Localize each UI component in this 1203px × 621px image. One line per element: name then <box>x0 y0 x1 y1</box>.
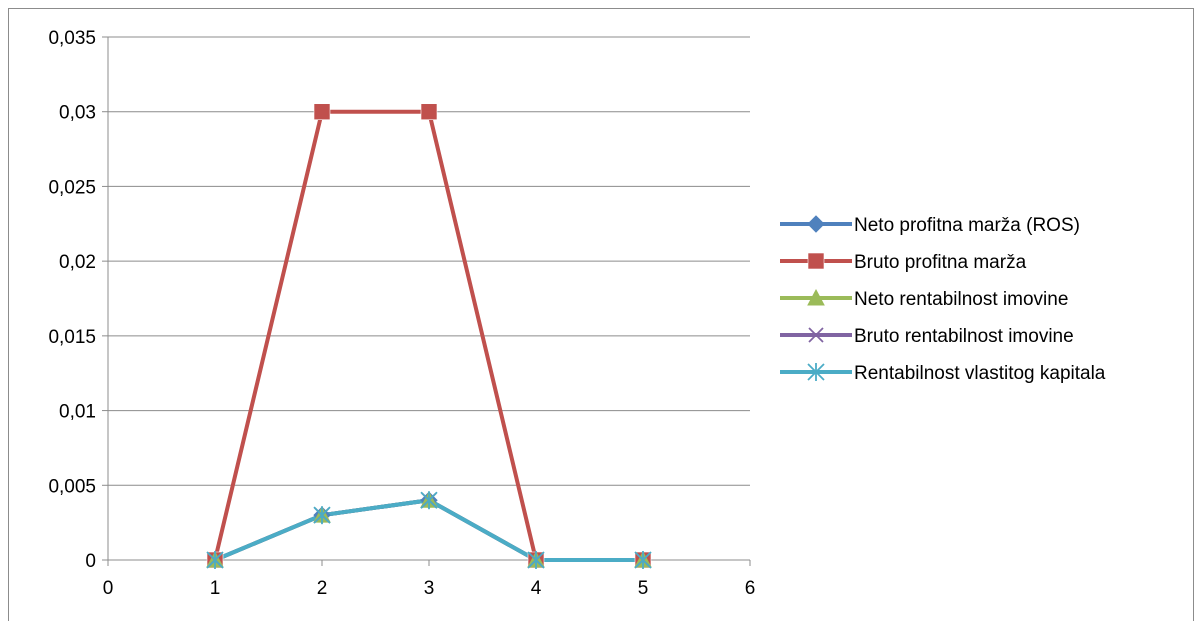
data-point <box>206 551 224 569</box>
y-tick-label: 0,015 <box>48 327 96 348</box>
x-tick-label: 3 <box>424 578 435 599</box>
series-markers <box>206 103 652 569</box>
legend-swatch-marker <box>807 215 825 233</box>
y-tick-label: 0,01 <box>59 402 96 423</box>
x-tick-label: 6 <box>745 578 756 599</box>
legend-label: Rentabilnost vlastitog kapitala <box>854 363 1106 384</box>
x-tick-label: 5 <box>638 578 649 599</box>
legend-label: Bruto profitna marža <box>854 252 1027 273</box>
data-point <box>420 491 438 510</box>
legend-swatch-marker <box>808 327 824 343</box>
chart-frame <box>8 8 1194 621</box>
legend-swatch-marker <box>807 288 825 306</box>
data-point <box>313 103 331 121</box>
data-point <box>527 551 545 569</box>
y-tick-label: 0,025 <box>48 177 96 198</box>
data-point <box>634 551 652 569</box>
y-tick-label: 0,02 <box>59 252 96 273</box>
x-tick-label: 2 <box>317 578 328 599</box>
axes: 0 0,005 0,01 0,015 0,02 0,025 0,03 0,035 0 1 2 3 4 5 6 <box>48 28 755 599</box>
y-tick-label: 0 <box>85 551 96 572</box>
x-tick-label: 0 <box>103 578 114 599</box>
y-tick-label: 0,03 <box>59 103 96 124</box>
legend-swatch-marker <box>807 363 825 381</box>
legend-swatch-marker <box>807 252 825 270</box>
legend-label: Neto profitna marža (ROS) <box>854 215 1080 236</box>
x-tick-label: 4 <box>531 578 542 599</box>
legend-label: Bruto rentabilnost imovine <box>854 326 1074 347</box>
y-tick-label: 0,005 <box>48 476 96 497</box>
legend-label: Neto rentabilnost imovine <box>854 289 1068 310</box>
data-point <box>313 506 331 525</box>
y-tick-label: 0,035 <box>48 28 96 49</box>
data-point <box>420 103 438 121</box>
gridlines <box>108 36 750 486</box>
legend: Neto profitna marža (ROS) Bruto profitna … <box>780 215 1106 384</box>
x-tick-label: 1 <box>210 578 221 599</box>
